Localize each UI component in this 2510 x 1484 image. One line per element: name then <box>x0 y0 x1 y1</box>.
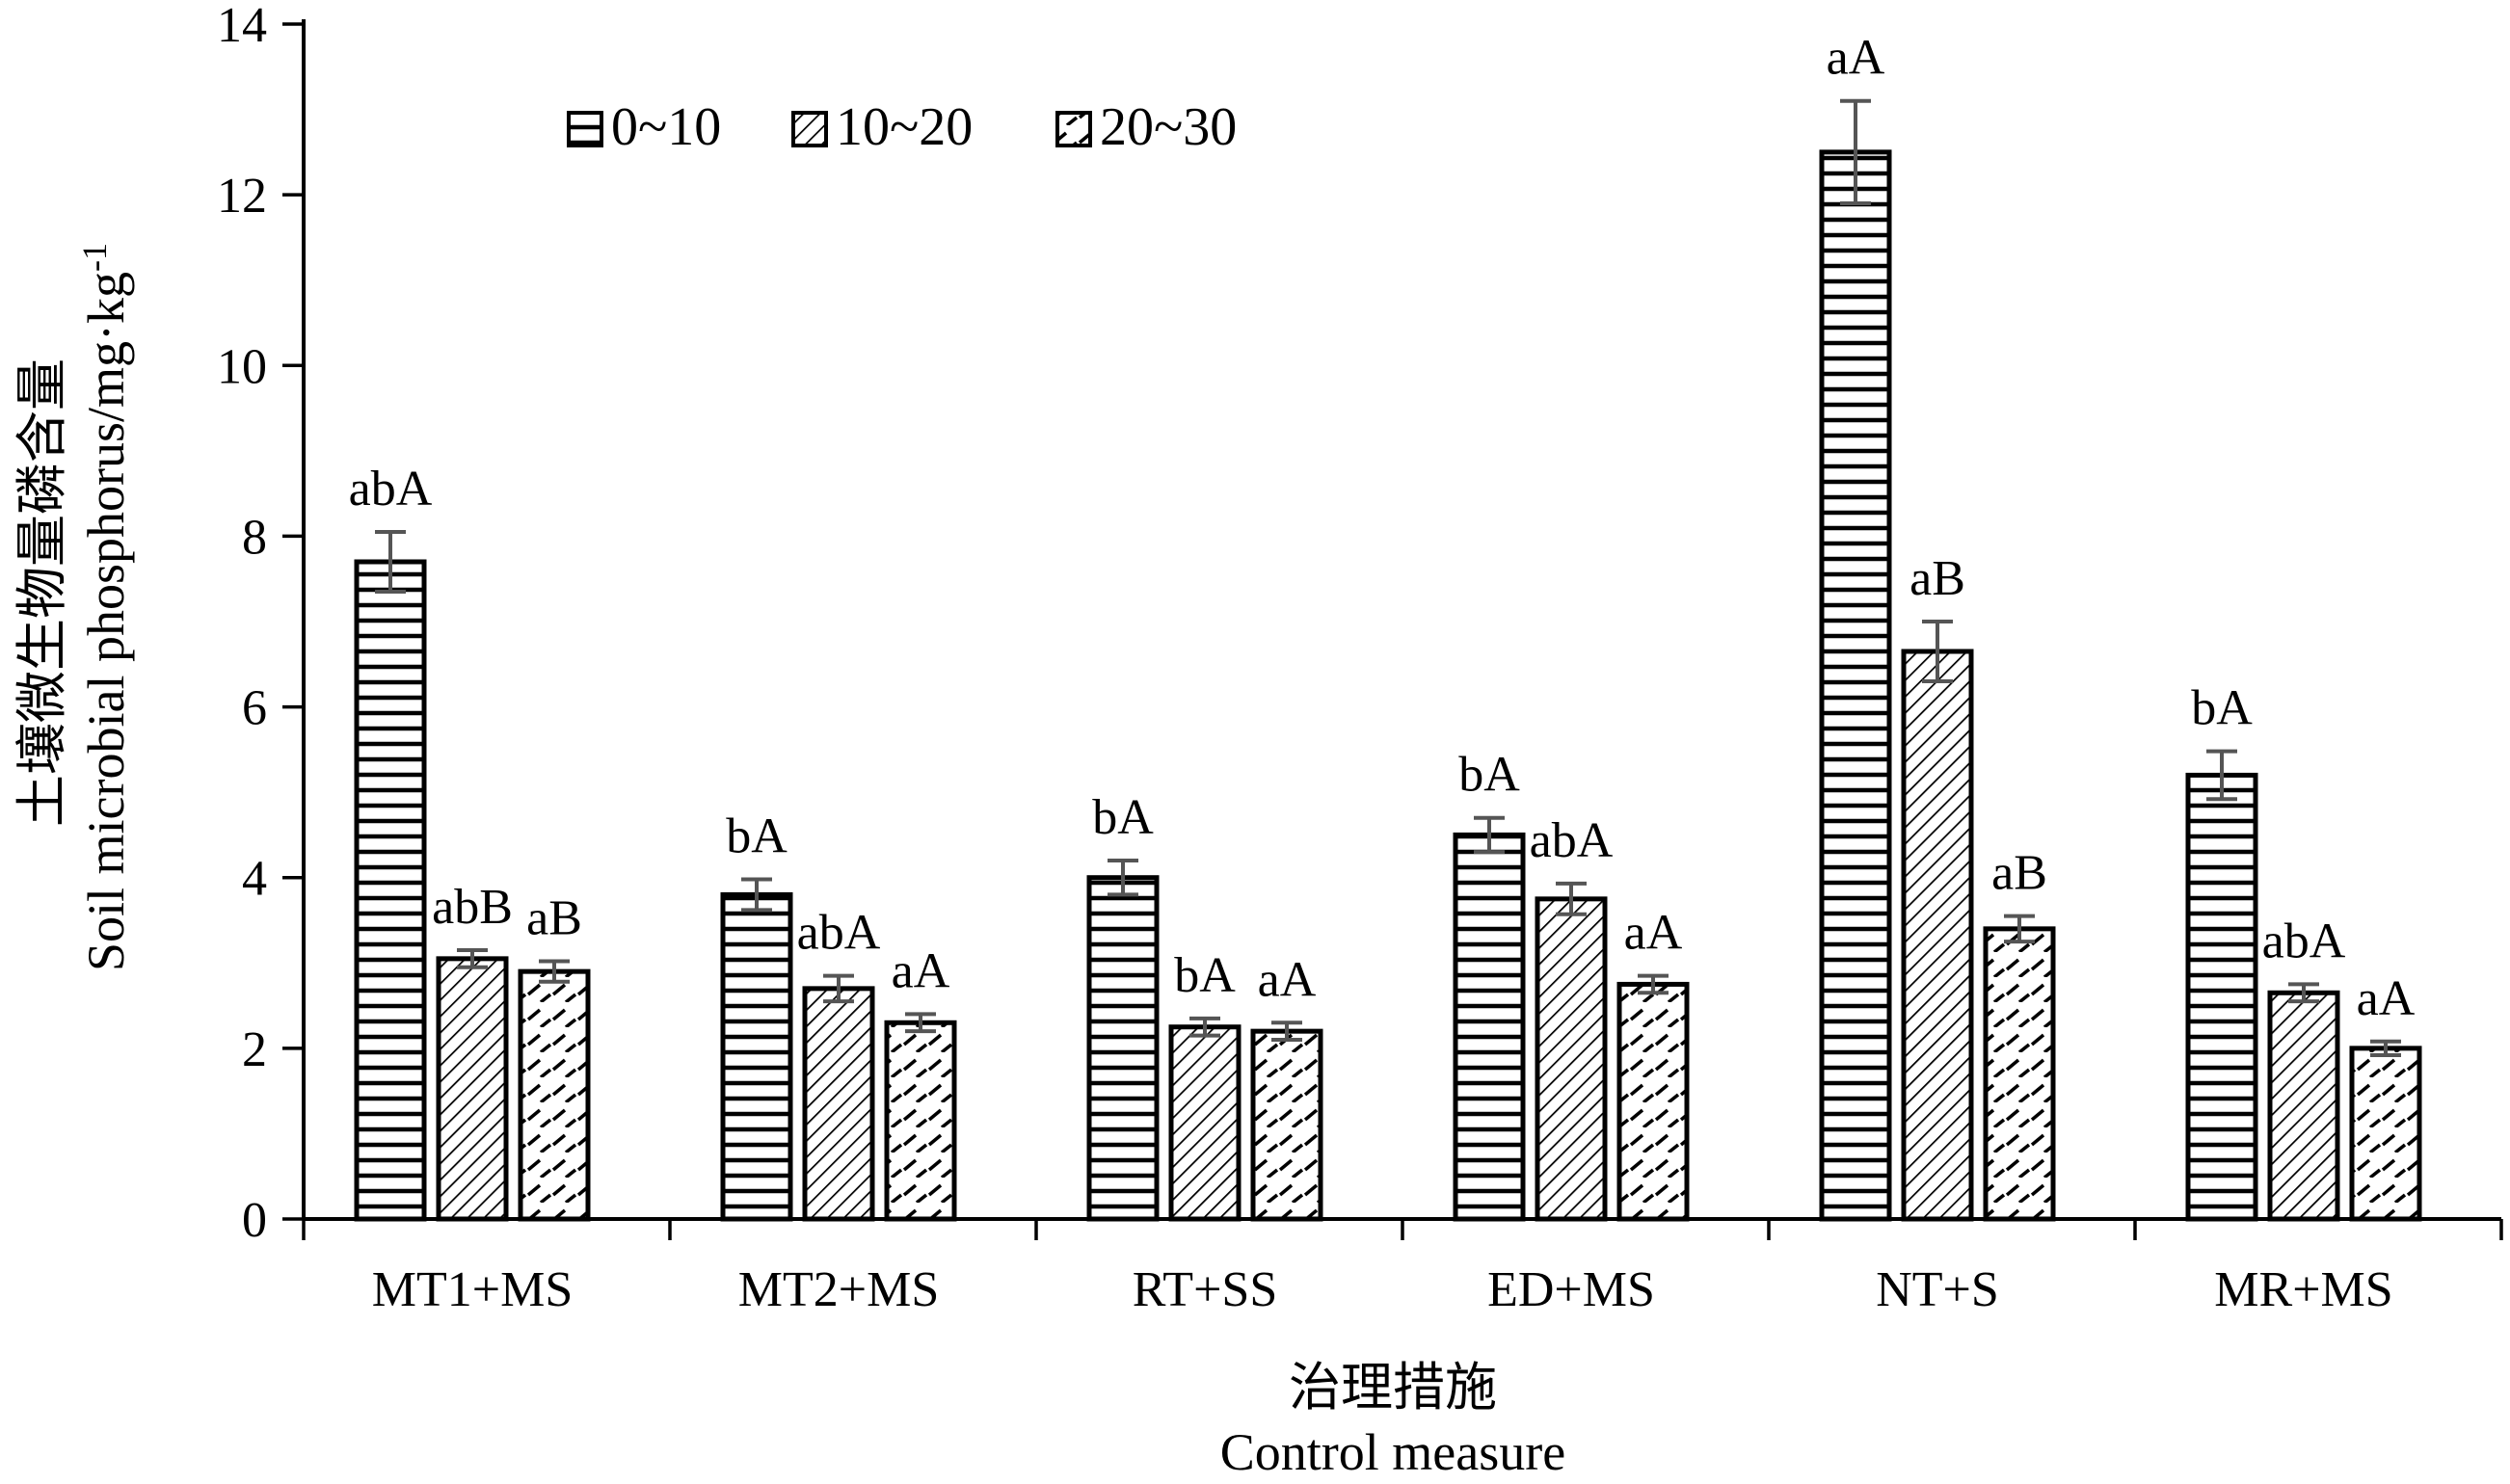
y-axis-title-zh: 土壤微生物量磷含量 <box>13 358 71 827</box>
legend: 0~10 10~20 20~30 <box>567 97 1237 157</box>
bar <box>1616 981 1690 1222</box>
x-axis-title-zh: 治理措施 <box>1289 1359 1497 1417</box>
y-axis-title-en-main: Soil microbial phosphorus/mg·kg <box>77 272 135 971</box>
significance-label: bA <box>1458 748 1520 803</box>
bar <box>2267 990 2340 1222</box>
bar <box>1901 649 1974 1222</box>
axes: 0 2 4 6 8 10 12 14 MT1+MS MT2+MS RT+SS ED+MS NT+S MR+… <box>217 0 2503 1317</box>
x-tick-label: MT1+MS <box>372 1262 573 1317</box>
y-axis-title: 土壤微生物量磷含量 Soil microbial phosphorus/mg·k… <box>13 243 135 971</box>
y-tick-label: 10 <box>217 339 267 394</box>
y-tick-label: 4 <box>242 852 267 907</box>
significance-label: aB <box>1991 846 2047 901</box>
y-tick-label: 12 <box>217 169 267 224</box>
x-axis-title-en: Control measure <box>1220 1423 1565 1481</box>
bar <box>1535 896 1608 1222</box>
bar <box>354 559 427 1222</box>
significance-label: bA <box>1092 790 1154 845</box>
significance-label: aA <box>1827 31 1885 86</box>
bar <box>1819 149 1892 1222</box>
x-tick-label: NT+S <box>1876 1262 1999 1317</box>
significance-label: aB <box>1909 551 1965 606</box>
y-tick-label: 0 <box>242 1193 267 1248</box>
bar <box>2349 1046 2422 1222</box>
bars <box>354 98 2422 1222</box>
y-tick-label: 2 <box>242 1022 267 1077</box>
x-tick-label: MT2+MS <box>738 1262 939 1317</box>
legend-label: 0~10 <box>611 97 721 157</box>
legend-label: 20~30 <box>1100 97 1237 157</box>
bar <box>884 1020 957 1222</box>
significance-label: aA <box>1258 952 1317 1007</box>
x-tick-label: RT+SS <box>1133 1262 1278 1317</box>
bar <box>2185 772 2258 1222</box>
bar <box>518 968 591 1222</box>
significance-label: aB <box>526 891 582 946</box>
significance-label: aA <box>2357 971 2416 1026</box>
significance-label: abA <box>2262 914 2346 968</box>
y-axis-title-en: Soil microbial phosphorus/mg·kg-1 <box>75 243 135 971</box>
significance-label: abA <box>797 906 881 961</box>
x-tick-label: ED+MS <box>1487 1262 1655 1317</box>
y-tick-label: 6 <box>242 681 267 736</box>
legend-label: 10~20 <box>836 97 973 157</box>
y-tick-label: 14 <box>217 0 267 53</box>
significance-label: bA <box>1174 948 1236 1003</box>
legend-swatch <box>567 111 603 147</box>
y-tick-label: 8 <box>242 510 267 565</box>
significance-label: bA <box>726 808 788 863</box>
bar <box>1983 926 2056 1222</box>
bar <box>436 956 509 1222</box>
y-axis-title-en-sup: -1 <box>75 243 114 272</box>
legend-swatch <box>1055 111 1092 147</box>
significance-label: aA <box>892 943 950 998</box>
significance-label: bA <box>2191 681 2253 736</box>
bar <box>1453 832 1526 1222</box>
bar <box>1250 1028 1323 1222</box>
bar <box>720 891 793 1222</box>
bar <box>1086 875 1160 1222</box>
significance-label: abA <box>1530 813 1614 868</box>
significance-label: abA <box>349 462 433 517</box>
bar <box>1168 1024 1242 1222</box>
significance-label: aA <box>1624 906 1683 961</box>
legend-swatch <box>791 111 828 147</box>
bar <box>802 986 875 1222</box>
x-tick-label: MR+MS <box>2214 1262 2392 1317</box>
significance-label: abB <box>432 880 513 935</box>
